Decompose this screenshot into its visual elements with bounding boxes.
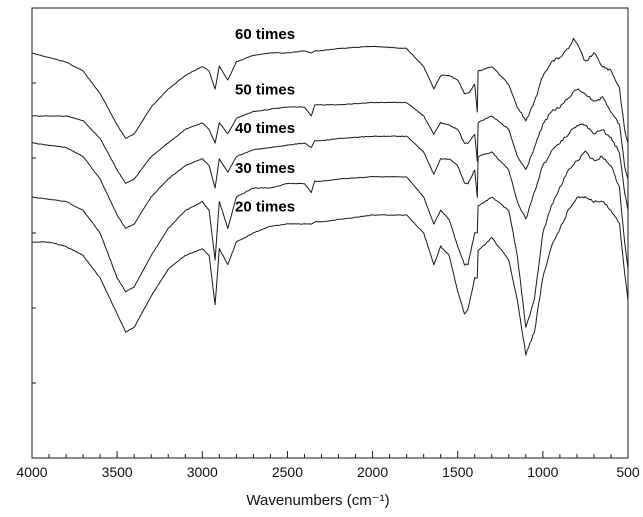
series-line <box>31 150 629 328</box>
x-axis-tick-labels: 4000 3500 3000 2500 2000 1500 1000 500 <box>16 464 639 480</box>
x-axis-title: Wavenumbers (cm⁻¹) <box>246 492 389 509</box>
series-line <box>32 123 629 229</box>
x-tick-label: 2500 <box>272 464 303 480</box>
x-axis-ticks <box>31 451 629 458</box>
series-label: 30 times <box>235 160 295 177</box>
series-labels: 60 times 50 times 40 times 30 times 20 times <box>235 26 295 216</box>
x-tick-label: 1500 <box>442 464 473 480</box>
x-tick-label: 2000 <box>357 464 388 480</box>
series-label: 40 times <box>235 120 295 137</box>
series-lines <box>31 37 629 356</box>
series-label: 20 times <box>235 199 295 216</box>
series-label: 50 times <box>235 82 295 99</box>
series-line <box>31 88 629 184</box>
series-line <box>31 37 629 144</box>
x-tick-label: 4000 <box>16 464 47 480</box>
series-line <box>31 196 629 356</box>
y-axis-ticks <box>32 82 36 384</box>
x-tick-label: 3000 <box>187 464 218 480</box>
x-tick-label: 500 <box>616 464 640 480</box>
x-tick-label: 3500 <box>102 464 133 480</box>
x-tick-label: 1000 <box>527 464 558 480</box>
series-label: 60 times <box>235 26 295 43</box>
plot-frame <box>31 7 629 459</box>
